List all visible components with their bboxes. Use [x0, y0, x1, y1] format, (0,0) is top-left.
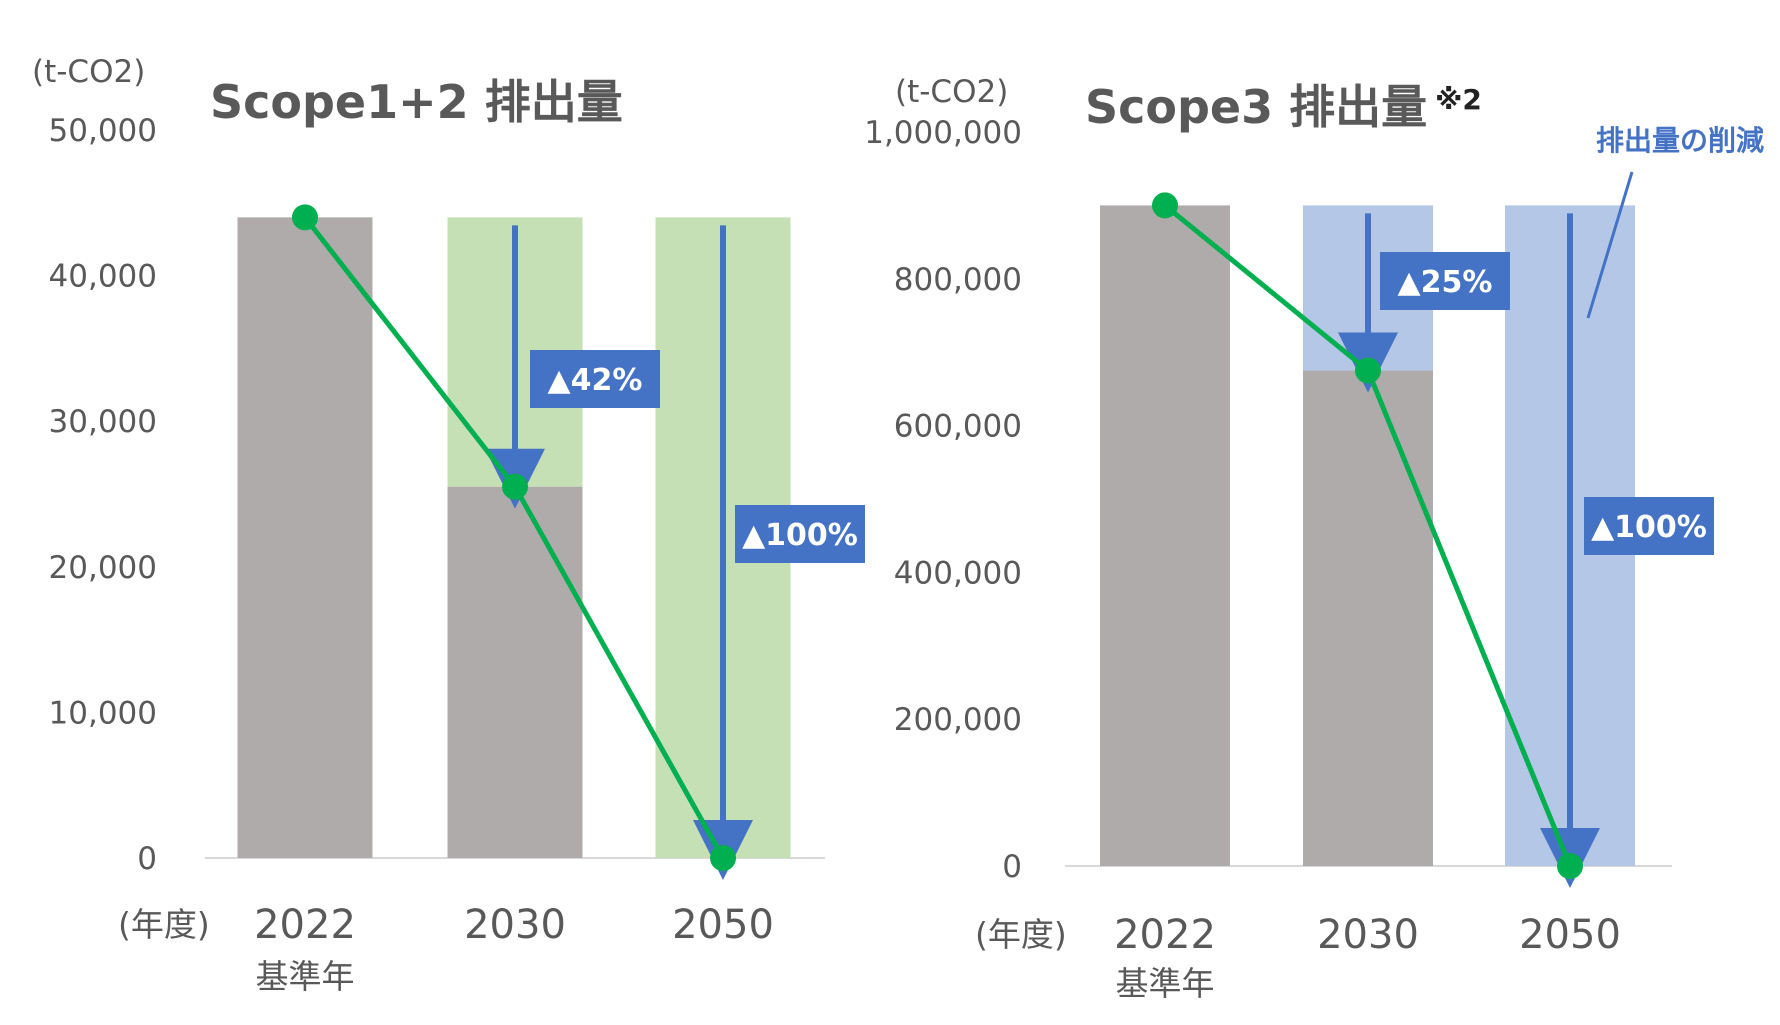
- y-tick-label: 0: [137, 841, 157, 877]
- y-tick-label: 30,000: [49, 404, 157, 440]
- trend-point: [1355, 357, 1381, 384]
- trend-point: [1557, 853, 1583, 879]
- y-tick-label: 1,000,000: [864, 115, 1022, 151]
- y-tick-label: 40,000: [49, 259, 157, 295]
- chart-title: Scope3 排出量: [1085, 80, 1427, 134]
- x-tick-label: 2050: [1519, 912, 1621, 958]
- y-tick-label: 10,000: [49, 695, 157, 731]
- x-tick-sublabel: 基準年: [256, 957, 355, 996]
- annotation-leader-line: [1586, 171, 1634, 319]
- trend-point: [710, 845, 736, 871]
- value-bar: [1303, 370, 1433, 866]
- unit-label: (t-CO2): [32, 54, 145, 90]
- reduction-label: ▲42%: [548, 363, 643, 398]
- y-tick-label: 200,000: [894, 702, 1022, 738]
- value-bar: [237, 217, 373, 859]
- annotation-label: 排出量の削減: [1596, 124, 1764, 157]
- x-axis-prefix: (年度): [118, 905, 210, 944]
- title-note: ※2: [1435, 83, 1482, 116]
- value-bar: [1100, 205, 1230, 866]
- x-tick-label: 2022: [1114, 912, 1216, 958]
- scope3-chart: (t-CO2) Scope3 排出量 ※2 0 200,000 400,000 600,00…: [864, 74, 1764, 1003]
- reduction-label: ▲100%: [1591, 510, 1707, 545]
- trend-point: [502, 473, 528, 500]
- reduction-label-box: [1380, 252, 1510, 310]
- reduction-label: ▲25%: [1398, 265, 1493, 300]
- y-tick-label: 50,000: [49, 113, 157, 149]
- trend-point: [1152, 192, 1178, 219]
- scope12-chart: (t-CO2) Scope1+2 排出量 0 10,000 20,000 30,000 40…: [32, 54, 865, 996]
- y-tick-label: 600,000: [894, 409, 1022, 445]
- reduction-label: ▲100%: [742, 518, 858, 553]
- trend-point: [292, 204, 318, 231]
- reduction-label-box: [1584, 497, 1714, 555]
- x-tick-label: 2030: [464, 902, 566, 948]
- x-tick-label: 2050: [672, 902, 774, 948]
- x-tick-sublabel: 基準年: [1116, 964, 1215, 1003]
- y-tick-label: 400,000: [894, 555, 1022, 591]
- y-tick-label: 0: [1002, 849, 1022, 885]
- unit-label: (t-CO2): [895, 74, 1008, 110]
- y-tick-label: 800,000: [894, 262, 1022, 298]
- reduction-label-box: [735, 505, 865, 563]
- reduction-label-box: [530, 350, 660, 408]
- chart-title: Scope1+2 排出量: [210, 75, 623, 129]
- y-tick-label: 20,000: [49, 550, 157, 586]
- x-tick-label: 2030: [1317, 912, 1419, 958]
- x-tick-label: 2022: [254, 902, 356, 948]
- value-bar: [447, 486, 583, 858]
- x-axis-prefix: (年度): [975, 915, 1067, 954]
